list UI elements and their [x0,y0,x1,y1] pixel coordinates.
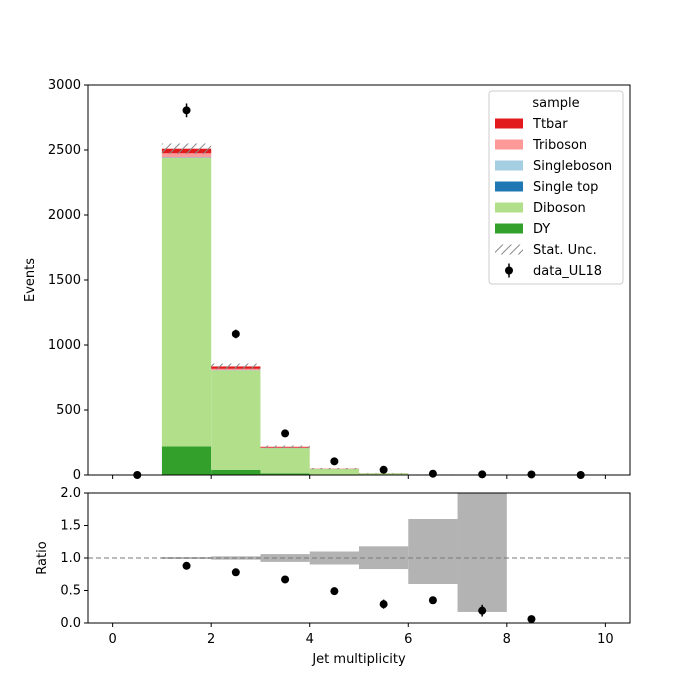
ratio-y-tick-label: 0.0 [60,616,81,631]
data-point [527,470,536,479]
data-points [133,103,585,479]
ratio-y-tick-label: 2.0 [60,486,81,501]
legend: sample Ttbar Triboson Singleboson Single to… [488,90,624,285]
x-tick-label: 0 [108,632,116,647]
legend-frame [488,90,624,285]
legend-label: Stat. Unc. [533,243,597,258]
bar-diboson [309,469,359,475]
legend-label: Diboson [533,201,586,216]
ratio-point [330,587,339,596]
main-panel: 0 500 1000 1500 2000 2500 3000 Events sample T… [23,78,631,483]
data-point [428,469,437,478]
legend-swatch-hatch [495,244,523,255]
ratio-unc-bin [457,493,507,612]
y-tick-label: 3000 [48,78,81,93]
stat-unc-hatch [161,143,212,154]
x-tick-label: 6 [404,632,412,647]
y-tick-label: 1000 [48,338,81,353]
ratio-unc-bin [408,519,458,584]
ratio-point [379,600,388,609]
ratio-x-ticks: 0 2 4 6 8 10 [108,623,614,647]
main-x-ticks [112,475,606,479]
ratio-point [527,615,536,624]
legend-swatch [495,181,523,192]
y-tick-label: 0 [73,468,81,483]
legend-swatch [495,139,523,150]
ratio-y-tick-label: 1.5 [60,519,81,534]
legend-label: data_UL18 [533,264,602,279]
ratio-unc-bin [260,554,310,562]
legend-label: Single top [533,180,598,195]
legend-swatch [495,223,523,234]
data-point [379,465,388,474]
main-y-axis-label: Events [23,258,38,302]
data-point [231,329,240,338]
x-tick-label: 8 [503,632,511,647]
ratio-unc-bin [359,546,409,570]
legend-title: sample [532,96,579,111]
legend-swatch [495,202,523,213]
bar-diboson [161,157,212,447]
stat-unc-hatch [211,363,261,370]
bar-diboson [359,473,409,475]
ratio-point [182,561,191,570]
bar-triboson [161,153,212,158]
ratio-y-tick-label: 0.5 [60,584,81,599]
x-tick-label: 2 [207,632,215,647]
ratio-point [281,575,290,584]
ratio-point [478,606,487,615]
y-tick-label: 2500 [48,143,81,158]
bar-dy [260,473,310,475]
legend-label: Ttbar [532,117,568,132]
legend-marker [505,266,513,275]
y-tick-label: 2000 [48,208,81,223]
stat-unc-hatch [260,445,310,449]
bar-diboson [211,370,261,470]
bar-triboson [211,368,261,371]
data-point [478,470,487,479]
ratio-points [182,561,536,624]
y-tick-label: 500 [56,403,81,418]
legend-label: Singleboson [533,159,612,174]
ratio-y-axis-label: Ratio [35,541,50,574]
data-point [330,457,339,466]
legend-label: Triboson [532,138,587,153]
ratio-y-tick-label: 1.0 [60,551,81,566]
stacked-bars [161,148,507,475]
ratio-point [428,596,437,605]
ratio-unc-bin [309,551,359,565]
bar-dy [161,446,212,475]
ratio-y-ticks: 0.0 0.5 1.0 1.5 2.0 [60,486,88,631]
data-point [182,106,191,115]
ratio-point [231,568,240,577]
bar-diboson [260,448,310,474]
legend-swatch [495,118,523,129]
legend-entries: Ttbar Triboson Singleboson Single top Diboso… [495,117,612,279]
x-axis-label: Jet multiplicity [311,652,406,667]
x-tick-label: 4 [306,632,314,647]
stat-unc-hatch [309,467,359,470]
y-tick-label: 1500 [48,273,81,288]
legend-label: DY [533,222,550,237]
ratio-panel: 0.0 0.5 1.0 1.5 2.0 0 2 4 6 8 10 Ratio Jet multip… [35,486,631,667]
x-tick-label: 10 [597,632,614,647]
legend-swatch [495,160,523,171]
data-point [281,429,290,438]
bar-dy [211,469,261,475]
main-y-ticks: 0 500 1000 1500 2000 2500 3000 [48,78,88,483]
